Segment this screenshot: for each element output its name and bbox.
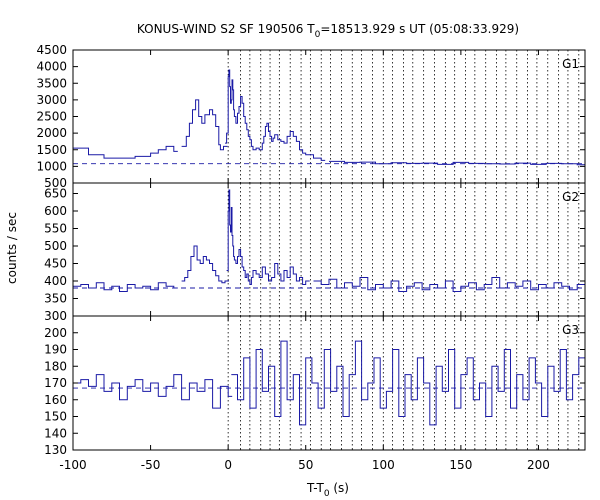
panel-frame <box>72 315 586 451</box>
y-tick-label: 140 <box>44 426 67 440</box>
y-tick-label: 160 <box>44 393 67 407</box>
data-series <box>225 69 326 161</box>
y-tick-label: 150 <box>44 410 67 424</box>
y-tick-label: 350 <box>44 292 67 306</box>
panel-g3: 130 140 150 160 170 180 190 200 G3 <box>44 315 586 457</box>
x-tick-label: 50 <box>298 458 313 472</box>
data-series <box>73 282 178 292</box>
panel-label: G2 <box>562 190 579 204</box>
x-tick-label: 150 <box>449 458 472 472</box>
data-series <box>313 277 586 292</box>
y-tick-label: 550 <box>44 222 67 236</box>
y-tick-label: 130 <box>44 443 67 457</box>
y-tick-label: 4000 <box>36 60 67 74</box>
panel-g1: 500 1000 1500 2000 2500 3000 3500 4000 4500 G1 <box>36 43 586 190</box>
x-tick-label: 0 <box>224 458 232 472</box>
y-tick-label: 650 <box>44 187 67 201</box>
y-tick-label: 300 <box>44 309 67 323</box>
y-tick-label: 170 <box>44 376 67 390</box>
x-tick-label: -50 <box>141 458 161 472</box>
x-tick-label: 200 <box>527 458 550 472</box>
data-series <box>226 189 310 285</box>
y-tick-label: 200 <box>44 326 67 340</box>
y-tick-label: 4500 <box>36 43 67 57</box>
data-series <box>181 245 229 284</box>
data-series <box>73 374 233 409</box>
panel-frame <box>72 182 586 317</box>
y-axis-label: counts / sec <box>5 212 19 284</box>
data-series <box>73 145 178 159</box>
y-tick-label: 2500 <box>36 110 67 124</box>
y-tick-label: 450 <box>44 257 67 271</box>
data-series <box>329 160 586 166</box>
y-tick-label: 1000 <box>36 159 67 173</box>
y-tick-label: 500 <box>44 239 67 253</box>
x-tick-label: 100 <box>372 458 395 472</box>
data-series <box>181 99 228 151</box>
y-tick-label: 2000 <box>36 126 67 140</box>
panel-label: G1 <box>562 57 579 71</box>
y-tick-label: 190 <box>44 343 67 357</box>
x-tick-label: -100 <box>59 458 86 472</box>
data-series <box>231 340 586 426</box>
y-tick-label: 1500 <box>36 143 67 157</box>
y-tick-label: 3500 <box>36 76 67 90</box>
chart-title: KONUS-WIND S2 SF 190506 T0=18513.929 s U… <box>137 22 519 40</box>
panel-g2: 300 350 400 450 500 550 600 650 G2 <box>44 182 586 323</box>
x-axis-label: T-T0 (s) <box>306 481 349 499</box>
y-tick-label: 180 <box>44 359 67 373</box>
y-tick-label: 3000 <box>36 93 67 107</box>
y-tick-label: 400 <box>44 274 67 288</box>
y-tick-label: 500 <box>44 176 67 190</box>
panels-group: 50010001500200025003000350040004500G1300… <box>36 43 586 472</box>
panel-label: G3 <box>562 323 579 337</box>
y-tick-label: 600 <box>44 204 67 218</box>
panel-frame <box>72 49 586 184</box>
